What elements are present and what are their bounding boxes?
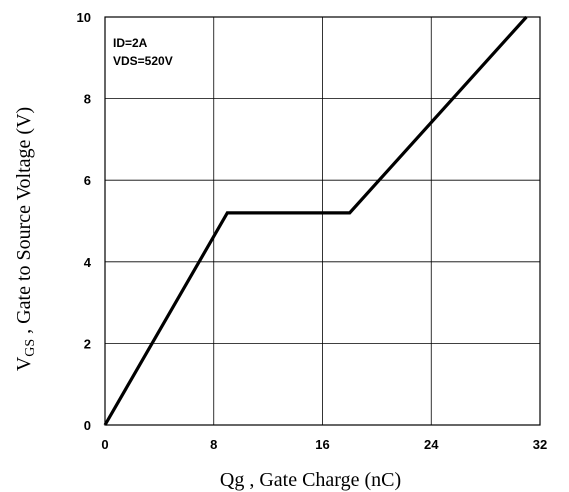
y-tick-label: 10 (77, 10, 91, 25)
y-tick-labels: 0 2 4 6 8 10 (77, 10, 92, 433)
x-tick-label: 24 (424, 437, 439, 452)
x-tick-label: 16 (315, 437, 329, 452)
plot-frame (104, 16, 541, 426)
annotation-text: VDS=520V (113, 54, 173, 68)
y-tick-label: 2 (84, 336, 91, 351)
annotation-text: ID=2A (113, 36, 148, 50)
annotations: ID=2A VDS=520V (113, 36, 173, 68)
x-tick-label: 0 (101, 437, 108, 452)
y-tick-label: 8 (84, 92, 91, 107)
series-line (103, 15, 528, 426)
y-tick-label: 4 (84, 255, 92, 270)
x-tick-labels: 0 8 16 24 32 (101, 437, 547, 452)
y-axis-label-main: V (13, 356, 35, 371)
x-tick-label: 8 (210, 437, 217, 452)
x-tick-label: 32 (533, 437, 547, 452)
y-tick-label: 6 (84, 173, 91, 188)
y-axis-label-rest: , Gate to Source Voltage (V) (13, 107, 35, 339)
y-axis-label-sub: GS (23, 339, 38, 357)
y-axis-label: VGS , Gate to Source Voltage (V) (13, 107, 38, 371)
x-axis-label: Qg , Gate Charge (nC) (220, 469, 401, 491)
grid-lines (105, 17, 540, 425)
y-tick-label: 0 (84, 418, 91, 433)
